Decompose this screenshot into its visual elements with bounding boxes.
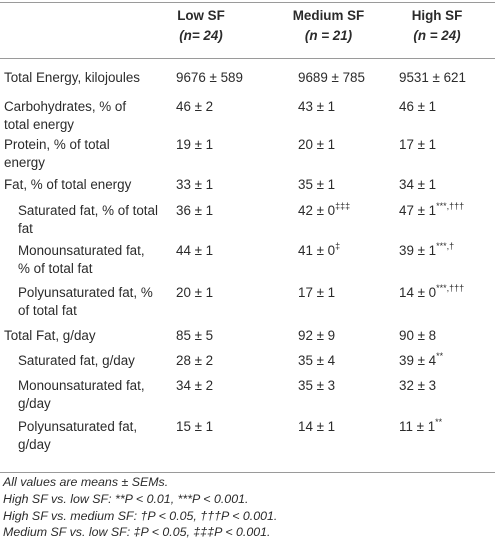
column-header-low-sf-title: Low SF xyxy=(177,8,225,23)
cell-medium-sf: 43 ± 1 xyxy=(298,99,336,114)
cell-value: 39 ± 1 xyxy=(399,243,437,258)
significance-marker: ‡‡‡ xyxy=(335,200,351,211)
cell-high-sf: 39 ± 4** xyxy=(399,350,444,370)
significance-marker: ‡ xyxy=(335,240,341,251)
column-header-medium-sf: Medium SF (n = 21) xyxy=(266,6,391,46)
footnote: Medium SF vs. low SF: ‡P < 0.05, ‡‡‡P < … xyxy=(3,525,271,539)
cell-low-sf: 19 ± 1 xyxy=(176,137,214,152)
table-header-rule xyxy=(0,58,495,59)
column-header-low-sf: Low SF (n= 24) xyxy=(145,6,257,46)
cell-high-sf: 32 ± 3 xyxy=(399,378,437,393)
footnote: All values are means ± SEMs. xyxy=(3,475,169,489)
cell-high-sf: 34 ± 1 xyxy=(399,177,437,192)
cell-high-sf: 9531 ± 621 xyxy=(399,70,466,85)
cell-value: 42 ± 0 xyxy=(298,203,336,218)
cell-value: 11 ± 1 xyxy=(399,419,436,434)
row-label: Monounsaturated fat, % of total fat xyxy=(18,243,145,276)
column-header-high-sf-title: High SF xyxy=(411,8,463,23)
row-label: Saturated fat, g/day xyxy=(18,353,135,368)
cell-low-sf: 44 ± 1 xyxy=(176,243,214,258)
cell-value: 14 ± 0 xyxy=(399,285,437,300)
significance-marker: ** xyxy=(436,350,444,361)
column-header-medium-sf-n: (n = 21) xyxy=(304,28,353,43)
cell-high-sf: 11 ± 1** xyxy=(399,416,443,436)
cell-low-sf: 33 ± 1 xyxy=(176,177,214,192)
table-top-rule xyxy=(0,2,495,3)
cell-high-sf: 39 ± 1***,† xyxy=(399,240,455,260)
footnote: High SF vs. low SF: **P < 0.01, ***P < 0… xyxy=(3,492,249,506)
row-label: Carbohydrates, % of total energy xyxy=(4,99,127,132)
column-header-medium-sf-title: Medium SF xyxy=(292,8,365,23)
cell-medium-sf: 20 ± 1 xyxy=(298,137,336,152)
row-label: Protein, % of total energy xyxy=(4,137,110,170)
row-label: Monounsaturated fat, g/day xyxy=(18,378,145,411)
row-label: Saturated fat, % of total fat xyxy=(18,203,158,236)
significance-marker: ***,††† xyxy=(436,282,465,293)
cell-low-sf: 20 ± 1 xyxy=(176,285,214,300)
cell-low-sf: 85 ± 5 xyxy=(176,328,214,343)
row-label: Fat, % of total energy xyxy=(4,177,132,192)
table-header-row: Low SF (n= 24) Medium SF (n = 21) High S… xyxy=(0,6,495,56)
cell-low-sf: 36 ± 1 xyxy=(176,203,214,218)
cell-value: 39 ± 4 xyxy=(399,353,437,368)
cell-low-sf: 15 ± 1 xyxy=(176,419,214,434)
cell-low-sf: 34 ± 2 xyxy=(176,378,214,393)
cell-medium-sf: 35 ± 4 xyxy=(298,353,336,368)
cell-medium-sf: 9689 ± 785 xyxy=(298,70,365,85)
cell-high-sf: 46 ± 1 xyxy=(399,99,437,114)
cell-high-sf: 90 ± 8 xyxy=(399,328,437,343)
significance-marker: ***,† xyxy=(436,240,455,251)
cell-low-sf: 9676 ± 589 xyxy=(176,70,243,85)
cell-low-sf: 46 ± 2 xyxy=(176,99,214,114)
cell-medium-sf: 35 ± 3 xyxy=(298,378,336,393)
significance-marker: ** xyxy=(435,416,443,427)
cell-low-sf: 28 ± 2 xyxy=(176,353,214,368)
row-label: Total Energy, kilojoules xyxy=(4,70,140,85)
column-header-high-sf: High SF (n = 24) xyxy=(381,6,493,46)
cell-high-sf: 47 ± 1***,††† xyxy=(399,200,465,220)
column-header-high-sf-n: (n = 24) xyxy=(413,28,461,43)
row-label: Polyunsaturated fat, g/day xyxy=(18,419,138,452)
cell-value: 41 ± 0 xyxy=(298,243,336,258)
cell-high-sf: 17 ± 1 xyxy=(399,137,437,152)
cell-medium-sf: 42 ± 0‡‡‡ xyxy=(298,200,351,220)
cell-medium-sf: 92 ± 9 xyxy=(298,328,336,343)
row-label: Polyunsaturated fat, % of total fat xyxy=(18,285,153,318)
cell-medium-sf: 14 ± 1 xyxy=(298,419,336,434)
footnote: High SF vs. medium SF: †P < 0.05, †††P <… xyxy=(3,509,278,523)
column-header-low-sf-n: (n= 24) xyxy=(179,28,223,43)
cell-medium-sf: 17 ± 1 xyxy=(298,285,336,300)
table-bottom-rule xyxy=(0,472,495,473)
cell-value: 47 ± 1 xyxy=(399,203,437,218)
cell-medium-sf: 35 ± 1 xyxy=(298,177,336,192)
significance-marker: ***,††† xyxy=(436,200,465,211)
cell-medium-sf: 41 ± 0‡ xyxy=(298,240,341,260)
cell-high-sf: 14 ± 0***,††† xyxy=(399,282,465,302)
row-label: Total Fat, g/day xyxy=(4,328,96,343)
